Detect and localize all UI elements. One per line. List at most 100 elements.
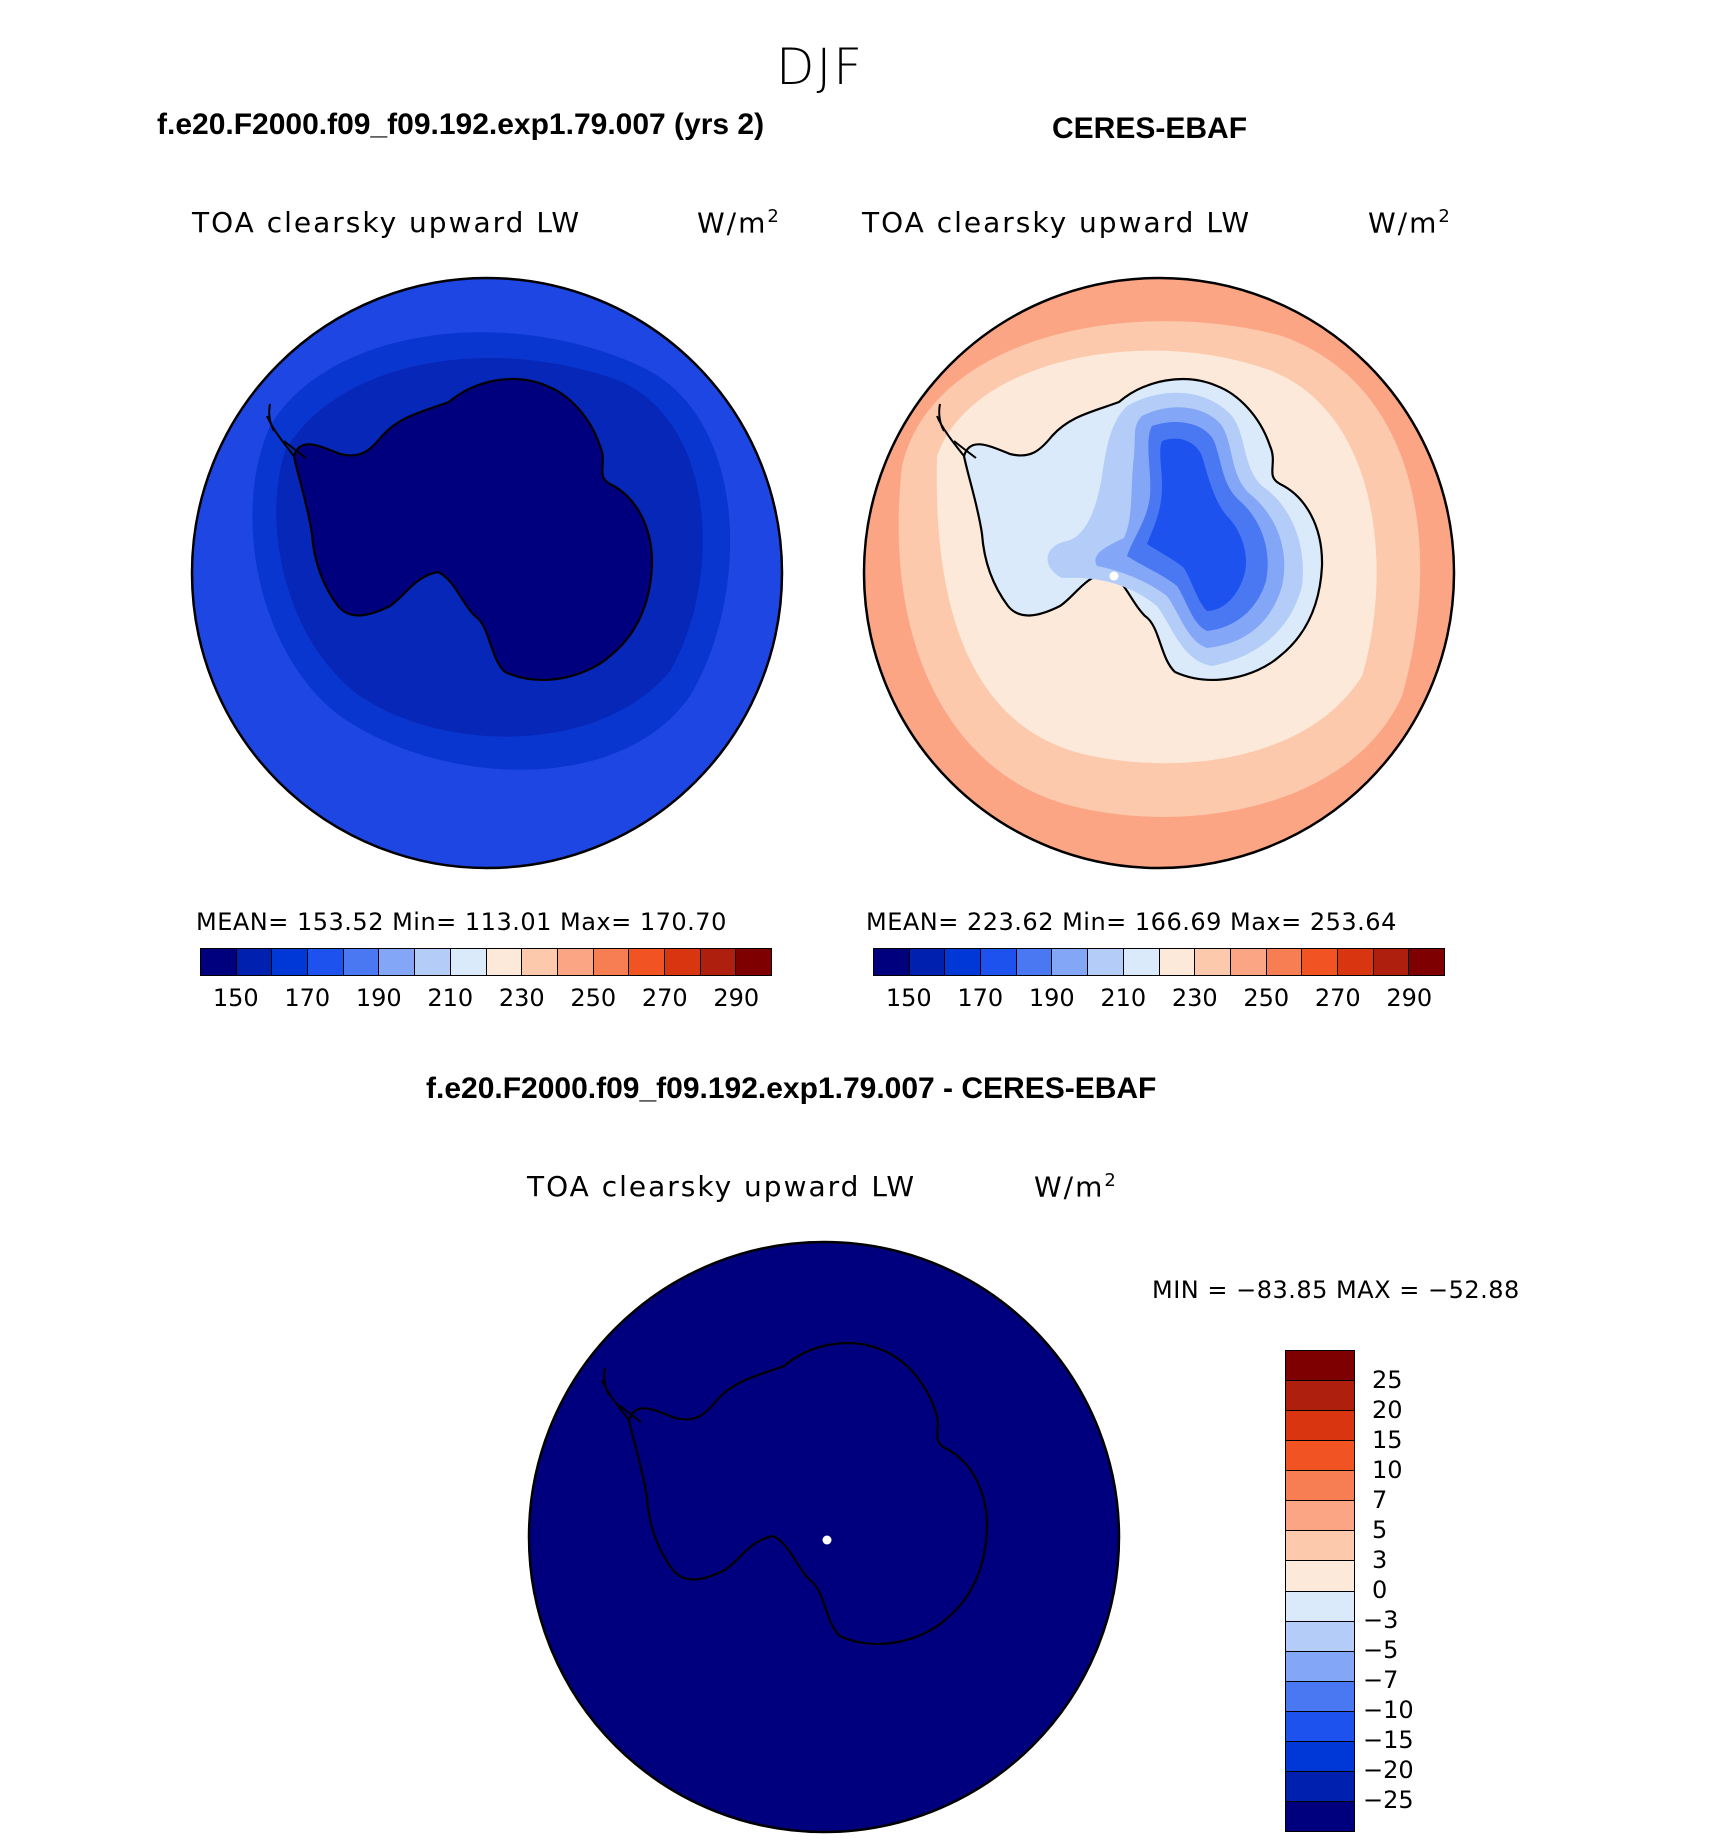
diff-colorbar-swatch <box>1286 1441 1354 1472</box>
model-colorbar: 150 170 190 210 230 250 270 290 <box>200 948 772 1014</box>
diff-colorbar-tick-label: −3 <box>1363 1606 1399 1634</box>
diff-colorbar-tick-label: −7 <box>1363 1666 1399 1694</box>
model-colorbar-swatch <box>700 949 737 975</box>
obs-variable-label: TOA clearsky upward LW <box>862 206 1252 239</box>
obs-colorbar-swatch <box>1337 949 1374 975</box>
model-stats: MEAN= 153.52 Min= 113.01 Max= 170.70 <box>196 908 727 936</box>
model-polar-map <box>190 276 784 870</box>
model-colorbar-tick-label: 250 <box>570 984 617 1012</box>
obs-colorbar-swatches <box>873 948 1445 976</box>
model-colorbar-tick-label: 210 <box>427 984 474 1012</box>
diff-colorbar-tick-label: −20 <box>1363 1756 1414 1784</box>
model-panel-title: f.e20.F2000.f09_f09.192.exp1.79.007 (yrs… <box>157 108 765 141</box>
diff-colorbar-tick-label: 5 <box>1372 1516 1388 1544</box>
model-colorbar-tick-label: 290 <box>713 984 760 1012</box>
obs-map-border <box>862 276 1456 870</box>
diff-colorbar-swatch <box>1286 1411 1354 1442</box>
diff-colorbar-swatch <box>1286 1711 1354 1742</box>
diff-colorbar-tick-label: −10 <box>1363 1696 1414 1724</box>
obs-colorbar-tick-label: 190 <box>1028 984 1075 1012</box>
model-colorbar-swatches <box>200 948 772 976</box>
obs-colorbar-swatch <box>909 949 946 975</box>
diff-colorbar-tick-label: −15 <box>1363 1726 1414 1754</box>
obs-ice-10 <box>1147 438 1247 611</box>
obs-colorbar-swatch <box>1195 949 1231 975</box>
model-colorbar-tick-label: 170 <box>284 984 331 1012</box>
diff-colorbar-swatch <box>1286 1351 1354 1382</box>
diff-colorbar-swatch <box>1286 1621 1354 1652</box>
model-colorbar-swatch <box>450 949 487 975</box>
diff-antarctica-outline <box>627 1341 989 1645</box>
diff-colorbar-swatch <box>1286 1771 1354 1802</box>
obs-colorbar-swatch <box>1302 949 1338 975</box>
model-colorbar-swatch <box>736 949 771 975</box>
obs-peninsula <box>936 403 977 459</box>
model-colorbar-tick-label: 190 <box>355 984 402 1012</box>
model-colorbar-swatch <box>664 949 701 975</box>
obs-colorbar-swatch <box>981 949 1017 975</box>
diff-min-max: MIN = −83.85 MAX = −52.88 <box>1152 1276 1520 1304</box>
model-colorbar-ticks: 150 170 190 210 230 250 270 290 <box>200 984 772 1014</box>
diff-colorbar-swatch <box>1286 1651 1354 1682</box>
diff-panel-title: f.e20.F2000.f09_f09.192.exp1.79.007 - CE… <box>426 1072 1157 1105</box>
diff-colorbar-swatch <box>1286 1741 1354 1772</box>
model-variable-label: TOA clearsky upward LW <box>192 206 582 239</box>
obs-colorbar-tick-label: 170 <box>957 984 1004 1012</box>
obs-colorbar-tick-label: 250 <box>1243 984 1290 1012</box>
model-colorbar-swatch <box>308 949 344 975</box>
model-colorbar-tick-label: 270 <box>641 984 688 1012</box>
diff-south-pole-dot <box>822 1535 832 1545</box>
diff-colorbar-tick-label: 10 <box>1372 1456 1403 1484</box>
diff-colorbar <box>1285 1350 1355 1832</box>
obs-colorbar-swatch <box>1159 949 1196 975</box>
obs-colorbar-swatch <box>1409 949 1444 975</box>
diff-colorbar-tick-label: −25 <box>1363 1786 1414 1814</box>
model-antarctica <box>292 377 654 681</box>
diff-colorbar-swatch <box>1286 1501 1354 1532</box>
diff-colorbar-swatch <box>1286 1681 1354 1712</box>
diff-colorbar-tick-label: 25 <box>1372 1366 1403 1394</box>
model-colorbar-tick-label: 230 <box>498 984 545 1012</box>
model-colorbar-swatch <box>629 949 665 975</box>
obs-colorbar-ticks: 150 170 190 210 230 250 270 290 <box>873 984 1445 1014</box>
model-colorbar-swatch <box>272 949 309 975</box>
diff-variable-label: TOA clearsky upward LW <box>527 1170 917 1203</box>
diff-colorbar-tick-label: −5 <box>1363 1636 1399 1664</box>
obs-colorbar-tick-label: 150 <box>885 984 932 1012</box>
diff-polar-map <box>527 1240 1121 1834</box>
diff-colorbar-swatch <box>1286 1801 1354 1831</box>
diff-units: W/m2 <box>1034 1170 1118 1204</box>
obs-colorbar-swatch <box>1123 949 1160 975</box>
diff-peninsula <box>601 1367 642 1423</box>
model-colorbar-swatch <box>557 949 594 975</box>
obs-colorbar-swatch <box>1016 949 1053 975</box>
diff-map-border <box>527 1240 1121 1834</box>
obs-colorbar-tick-label: 230 <box>1171 984 1218 1012</box>
obs-colorbar: 150 170 190 210 230 250 270 290 <box>873 948 1445 1014</box>
obs-south-pole-dot <box>1109 571 1119 581</box>
obs-colorbar-swatch <box>874 949 910 975</box>
obs-colorbar-swatch <box>1266 949 1303 975</box>
obs-colorbar-swatch <box>1230 949 1267 975</box>
model-colorbar-swatch <box>522 949 558 975</box>
model-colorbar-swatch <box>343 949 380 975</box>
model-colorbar-tick-label: 150 <box>212 984 259 1012</box>
obs-colorbar-swatch <box>1052 949 1089 975</box>
model-colorbar-swatch <box>486 949 523 975</box>
diff-colorbar-tick-label: 15 <box>1372 1426 1403 1454</box>
diff-colorbar-tick-label: 7 <box>1372 1486 1388 1514</box>
model-colorbar-swatch <box>415 949 451 975</box>
obs-colorbar-tick-label: 290 <box>1386 984 1433 1012</box>
diff-colorbar-tick-label: 20 <box>1372 1396 1403 1424</box>
obs-colorbar-swatch <box>945 949 982 975</box>
obs-polar-map <box>862 276 1456 870</box>
model-colorbar-swatch <box>593 949 630 975</box>
diff-colorbar-swatch <box>1286 1381 1354 1412</box>
model-colorbar-swatch <box>379 949 416 975</box>
model-peninsula <box>266 403 307 459</box>
obs-stats: MEAN= 223.62 Min= 166.69 Max= 253.64 <box>866 908 1397 936</box>
obs-colorbar-tick-label: 270 <box>1314 984 1361 1012</box>
diff-colorbar-swatch <box>1286 1531 1354 1562</box>
model-units: W/m2 <box>697 206 781 240</box>
diff-colorbar-swatch <box>1286 1561 1354 1592</box>
